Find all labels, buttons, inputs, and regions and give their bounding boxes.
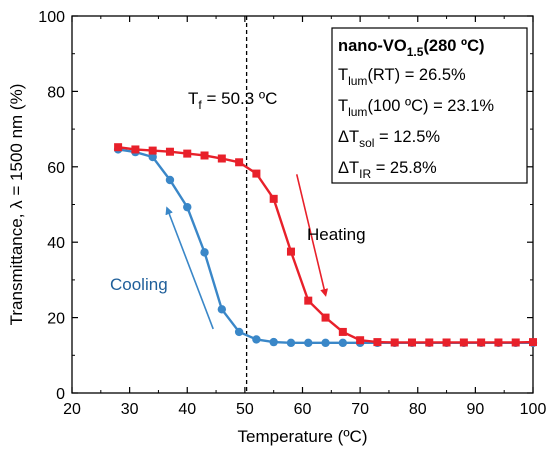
x-tick-label: 90 bbox=[466, 401, 484, 418]
data-point-heating bbox=[235, 158, 244, 167]
data-point-cooling bbox=[234, 327, 244, 337]
y-tick-label: 60 bbox=[47, 160, 65, 177]
x-tick-label: 80 bbox=[409, 401, 427, 418]
y-tick-label: 100 bbox=[38, 9, 65, 26]
data-point-heating bbox=[304, 296, 313, 305]
data-point-heating bbox=[356, 336, 365, 345]
data-point-cooling bbox=[252, 335, 261, 344]
heating-label: Heating bbox=[307, 225, 366, 244]
data-point-cooling bbox=[183, 202, 192, 212]
data-point-heating bbox=[321, 313, 330, 322]
data-point-heating bbox=[425, 338, 434, 347]
data-point-heating bbox=[165, 147, 174, 156]
data-point-heating bbox=[114, 143, 123, 152]
x-tick-label: 30 bbox=[121, 401, 139, 418]
data-point-heating bbox=[252, 169, 261, 178]
data-point-heating bbox=[183, 149, 192, 158]
data-point-heating bbox=[494, 338, 503, 347]
x-tick-label: 50 bbox=[236, 401, 254, 418]
data-point-cooling bbox=[321, 338, 330, 348]
data-point-heating bbox=[286, 247, 295, 256]
data-point-heating bbox=[269, 194, 278, 203]
data-point-cooling bbox=[148, 152, 157, 162]
properties-row-dtsol: ΔTsol = 12.5% bbox=[338, 128, 440, 150]
y-axis-label: Transmittance, λ = 1500 nm (%) bbox=[7, 84, 26, 326]
data-point-heating bbox=[477, 338, 486, 347]
properties-row-dtir: ΔTIR = 25.8% bbox=[338, 159, 437, 181]
x-tick-label: 70 bbox=[351, 401, 369, 418]
properties-row-tlum-100: Tlum(100 ºC) = 23.1% bbox=[338, 97, 494, 119]
properties-box: nano-VO1.5(280 ºC) Tlum(RT) = 26.5% Tlum… bbox=[331, 27, 528, 184]
data-point-heating bbox=[511, 338, 520, 347]
data-point-cooling bbox=[217, 305, 227, 314]
x-tick-label: 60 bbox=[294, 401, 312, 418]
data-point-heating bbox=[390, 338, 399, 347]
cooling-arrow bbox=[165, 206, 214, 330]
data-point-cooling bbox=[338, 338, 348, 348]
data-point-cooling bbox=[304, 338, 313, 348]
data-point-cooling bbox=[165, 175, 175, 185]
properties-row-tlum-rt: Tlum(RT) = 26.5% bbox=[338, 66, 466, 88]
cooling-label: Cooling bbox=[110, 275, 168, 294]
data-point-heating bbox=[459, 338, 468, 347]
y-tick-label: 20 bbox=[47, 311, 65, 328]
x-tick-label: 100 bbox=[520, 401, 547, 418]
data-point-heating bbox=[338, 327, 347, 336]
data-point-cooling bbox=[200, 248, 209, 257]
x-axis-label: Temperature (ºC) bbox=[238, 427, 368, 446]
x-tick-label: 20 bbox=[63, 401, 81, 418]
y-tick-label: 40 bbox=[47, 235, 65, 252]
data-point-heating bbox=[373, 338, 382, 347]
data-point-heating bbox=[442, 338, 451, 347]
data-point-cooling bbox=[269, 337, 278, 347]
data-point-heating bbox=[217, 154, 226, 163]
data-point-heating bbox=[529, 338, 537, 347]
data-point-heating bbox=[148, 146, 157, 155]
data-point-heating bbox=[131, 145, 140, 154]
y-tick-label: 0 bbox=[56, 386, 65, 403]
properties-box-frame bbox=[331, 27, 528, 184]
transition-temperature-label: Tf = 50.3 ºC bbox=[188, 89, 277, 112]
data-point-heating bbox=[200, 151, 209, 160]
x-tick-label: 40 bbox=[178, 401, 196, 418]
heating-arrow bbox=[295, 174, 329, 297]
properties-box-title: nano-VO1.5(280 ºC) bbox=[338, 37, 484, 59]
y-tick-label: 80 bbox=[47, 84, 65, 101]
data-point-heating bbox=[407, 338, 416, 347]
data-point-cooling bbox=[286, 338, 296, 348]
